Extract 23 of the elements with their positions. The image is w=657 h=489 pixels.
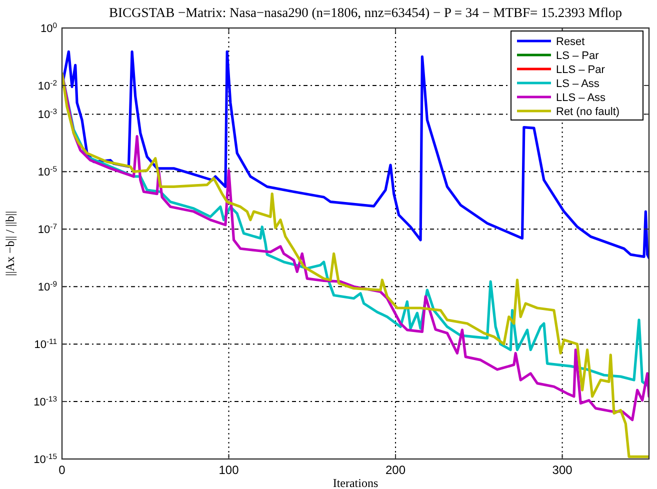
legend-label: LLS – Par xyxy=(556,64,606,76)
y-tick-label: 10$^{-5}$ xyxy=(38,164,57,179)
y-axis-title: ||Ax −b|| / ||b|| xyxy=(3,211,17,276)
y-tick-label: 10$^{0}$ xyxy=(40,20,57,35)
x-axis-title: Iterations xyxy=(332,476,378,489)
x-tick-label: 100 xyxy=(218,463,240,477)
legend-label: Reset xyxy=(556,36,585,48)
chart-title: BICGSTAB −Matrix: Nasa−nasa290 (n=1806, nnz=63454) − P = 34 − MTBF= 15.2393 Mflop xyxy=(108,5,622,20)
legend-label: Ret (no fault) xyxy=(556,106,620,118)
y-tick-label: 10$^{-13}$ xyxy=(34,394,57,409)
y-tick-label: 10$^{-11}$ xyxy=(34,336,57,352)
line-series xyxy=(62,50,649,260)
legend-label: LLS – Ass xyxy=(556,92,606,104)
x-tick-label: 200 xyxy=(386,463,406,477)
y-tick-label: 10$^{-9}$ xyxy=(38,279,57,294)
x-tick-label: 300 xyxy=(552,463,573,477)
legend-label: LS – Ass xyxy=(556,78,600,90)
y-tick-label: 10$^{-2}$ xyxy=(38,78,57,92)
y-tick-label: 10$^{-3}$ xyxy=(38,106,57,122)
x-tick-label: 0 xyxy=(58,463,66,477)
legend-label: LS – Par xyxy=(556,50,600,62)
y-tick-label: 10$^{-7}$ xyxy=(38,222,57,236)
y-tick-label: 10$^{-15}$ xyxy=(34,452,57,466)
